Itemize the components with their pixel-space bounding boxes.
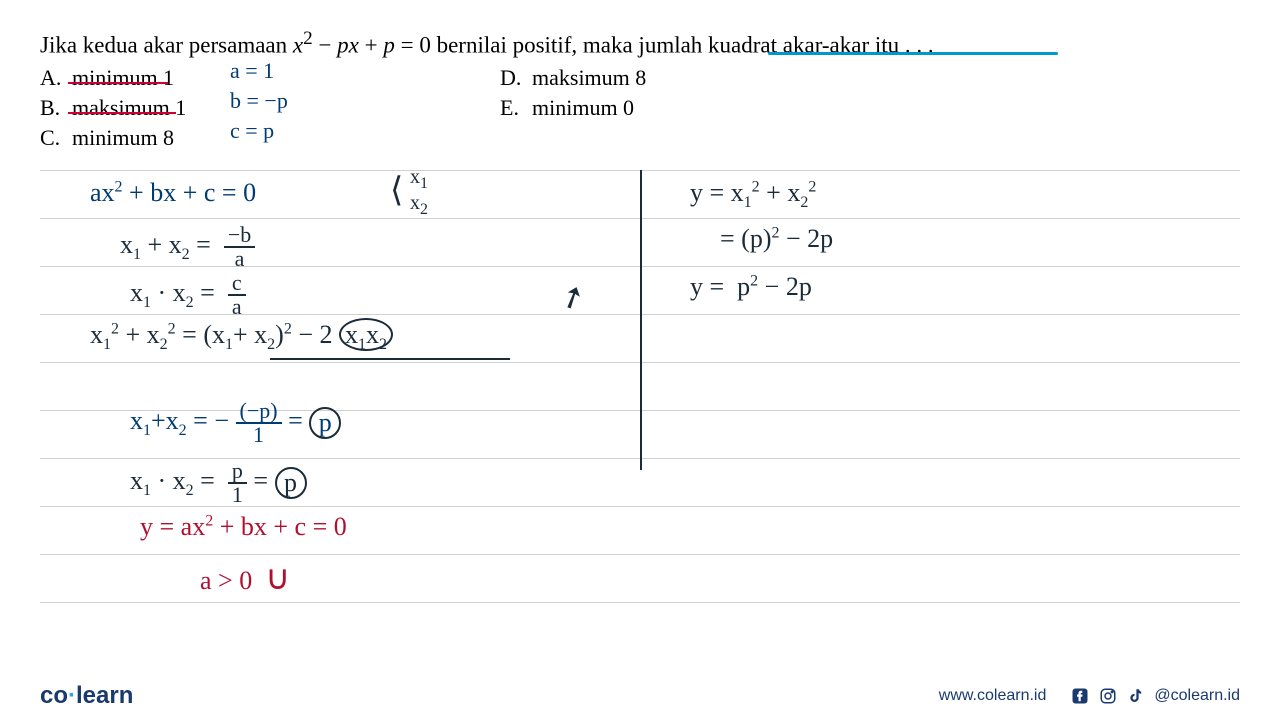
hw-square-identity: x12 + x22 = (x1+ x2)2 − 2 x1x2 (90, 320, 393, 354)
cyan-underline (768, 52, 1058, 55)
hw-general-eq: ax2 + bx + c = 0 (90, 178, 256, 208)
coeff-b: b = −p (230, 88, 288, 114)
identity-underline (270, 358, 510, 360)
hw-sum-roots: x1 + x2 = −ba (120, 224, 255, 270)
arrow-to-right: ➚ (554, 276, 592, 318)
hw-root-bracket: ⟨ (390, 170, 403, 210)
coeff-a: a = 1 (230, 58, 274, 84)
red-underline-b (68, 112, 176, 114)
facebook-icon (1070, 686, 1090, 706)
vertical-divider (640, 170, 642, 470)
hw-y-final: y = p2 − 2p (690, 272, 812, 302)
hw-x1-label: x1 (410, 166, 428, 193)
instagram-icon (1098, 686, 1118, 706)
social-handle: @colearn.id (1154, 687, 1240, 705)
option-c: C.minimum 8 (40, 125, 220, 151)
hw-prod-sub: x1 · x2 = p1 = p (130, 460, 307, 506)
hw-sum-sub: x1+x2 = − (−p)1 = p (130, 400, 341, 446)
red-underline-a (68, 82, 168, 84)
hw-x2-label: x2 (410, 192, 428, 219)
option-e: E.minimum 0 (500, 95, 634, 121)
question-text: Jika kedua akar persamaan x2 − px + p = … (40, 28, 1240, 59)
option-b: B.maksimum 1 (40, 95, 220, 121)
option-a: A.minimum 1 (40, 65, 220, 91)
coeff-c: c = p (230, 118, 274, 144)
footer: co·learn www.colearn.id @colearn.id (0, 672, 1280, 720)
logo: co·learn (40, 682, 133, 710)
lined-workspace: ax2 + bx + c = 0 ⟨ x1 x2 x1 + x2 = −ba x… (0, 160, 1280, 670)
hw-a-condition: a > 0 ∪ (200, 558, 290, 598)
tiktok-icon (1126, 686, 1146, 706)
hw-y-def: y = x12 + x22 (690, 178, 816, 212)
hw-prod-roots: x1 · x2 = ca (130, 272, 246, 318)
footer-url: www.colearn.id (939, 687, 1047, 705)
social-icons: @colearn.id (1070, 686, 1240, 706)
hw-y-expand: = (p)2 − 2p (720, 224, 833, 254)
option-d: D.maksimum 8 (500, 65, 646, 91)
hw-y-equation: y = ax2 + bx + c = 0 (140, 512, 347, 542)
